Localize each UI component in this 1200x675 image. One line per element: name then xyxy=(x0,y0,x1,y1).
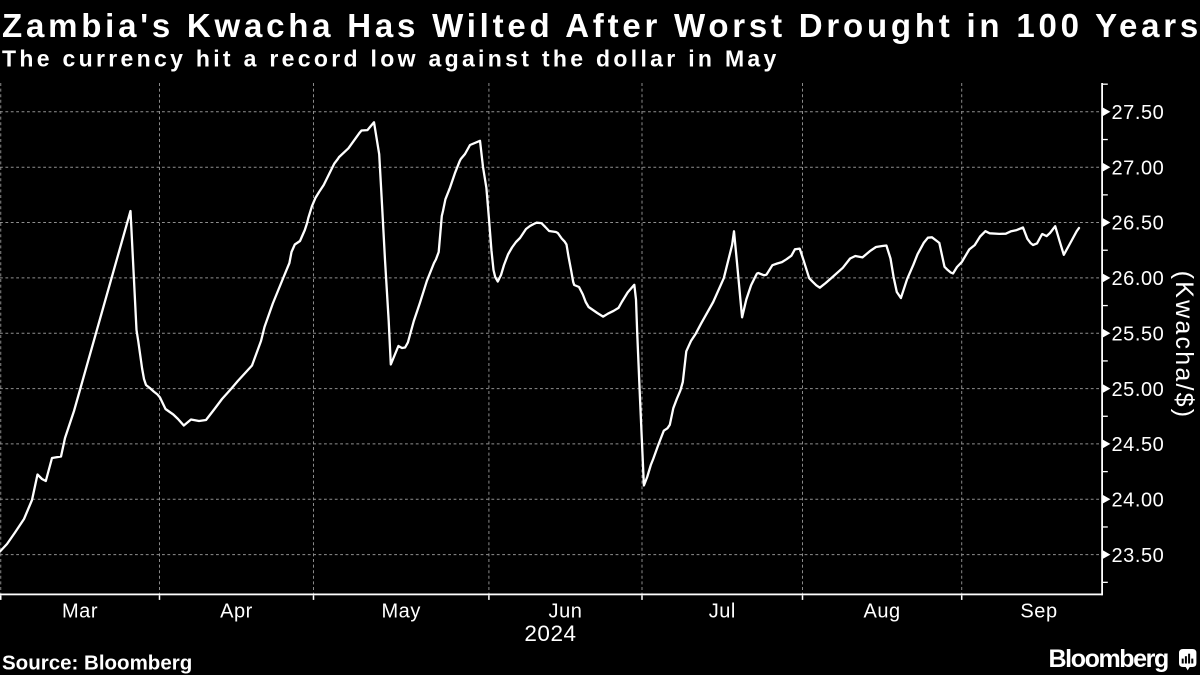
svg-text:(Kwacha/$): (Kwacha/$) xyxy=(1170,271,1198,419)
svg-text:2024: 2024 xyxy=(524,621,576,646)
svg-text:May: May xyxy=(381,600,420,622)
svg-text:Sep: Sep xyxy=(1020,600,1057,622)
svg-text:Jul: Jul xyxy=(709,600,736,622)
svg-text:The currency hit a record low: The currency hit a record low against th… xyxy=(2,46,780,72)
svg-text:Mar: Mar xyxy=(62,600,98,622)
svg-text:Zambia's Kwacha Has Wilted Aft: Zambia's Kwacha Has Wilted After Worst D… xyxy=(2,7,1200,44)
svg-text:Bloomberg: Bloomberg xyxy=(1049,645,1168,673)
svg-text:27.00: 27.00 xyxy=(1112,157,1165,179)
svg-text:26.00: 26.00 xyxy=(1112,268,1165,290)
svg-text:27.50: 27.50 xyxy=(1112,102,1165,124)
svg-text:Apr: Apr xyxy=(220,600,253,622)
svg-text:Source: Bloomberg: Source: Bloomberg xyxy=(2,652,192,675)
svg-text:24.00: 24.00 xyxy=(1112,489,1165,511)
svg-text:Jun: Jun xyxy=(549,600,583,622)
svg-text:25.50: 25.50 xyxy=(1112,323,1165,345)
svg-text:Aug: Aug xyxy=(863,600,900,622)
svg-text:24.50: 24.50 xyxy=(1112,434,1165,456)
svg-text:26.50: 26.50 xyxy=(1112,213,1165,235)
svg-text:25.00: 25.00 xyxy=(1112,379,1165,401)
svg-text:23.50: 23.50 xyxy=(1112,545,1165,567)
